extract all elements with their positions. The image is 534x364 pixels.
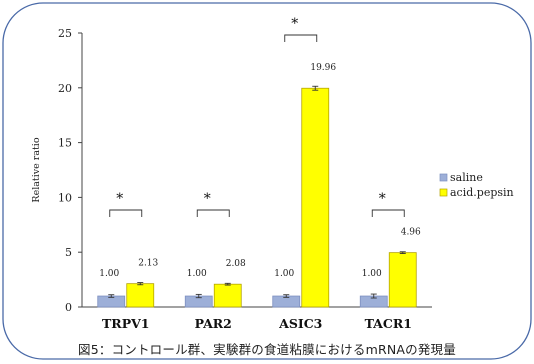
data-label: 1.00 <box>362 269 382 279</box>
significance-mark: * <box>291 16 298 32</box>
significance-bracket <box>196 209 230 217</box>
y-tick-label: 25 <box>58 27 72 40</box>
data-label: 4.96 <box>401 228 421 238</box>
category-label: ASIC3 <box>278 316 322 331</box>
data-label: 1.00 <box>99 269 119 279</box>
data-label: 1.00 <box>187 269 207 279</box>
y-tick-label: 10 <box>58 191 72 204</box>
category-label: PAR2 <box>195 316 232 331</box>
bar-acid.pepsin <box>213 283 242 308</box>
significance-bracket <box>284 34 318 42</box>
significance-mark: * <box>379 191 386 207</box>
chart-frame <box>2 2 532 360</box>
bar-acid.pepsin <box>388 252 417 308</box>
figure-caption: 図5：コントロール群、実験群の食道粘膜におけるmRNAの発現量 <box>78 342 456 357</box>
significance-bracket <box>109 209 143 217</box>
bar-acid.pepsin <box>301 87 330 308</box>
significance-bracket <box>371 209 405 217</box>
data-label: 19.96 <box>310 63 336 73</box>
legend-swatch-acid.pepsin <box>439 188 448 197</box>
legend-label-saline: saline <box>450 171 483 184</box>
y-tick-label: 0 <box>65 301 72 314</box>
y-tick-label: 15 <box>58 137 72 150</box>
significance-mark: * <box>204 191 211 207</box>
category-label: TRPV1 <box>102 316 150 331</box>
y-tick-label: 20 <box>58 82 72 95</box>
legend-swatch-saline <box>439 173 448 182</box>
bar-acid.pepsin <box>126 283 155 308</box>
legend-label-acid.pepsin: acid.pepsin <box>450 186 514 199</box>
y-tick-label: 5 <box>65 246 72 259</box>
data-label: 2.13 <box>138 259 158 269</box>
category-label: TACR1 <box>365 316 412 331</box>
data-label: 1.00 <box>274 269 294 279</box>
data-label: 2.08 <box>226 259 246 269</box>
y-axis-label: Relative ratio <box>31 137 42 202</box>
significance-mark: * <box>116 191 123 207</box>
